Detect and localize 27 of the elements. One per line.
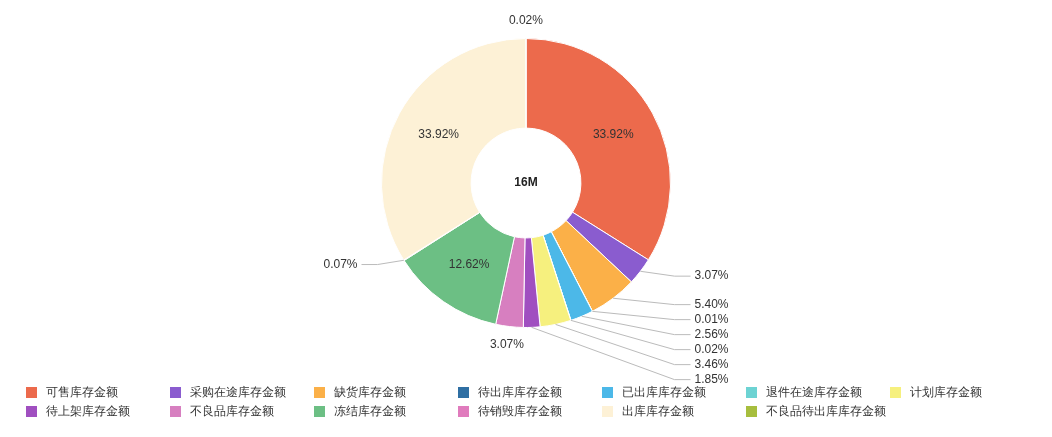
text: 16M bbox=[514, 175, 538, 190]
data-label: 2.56% bbox=[694, 326, 729, 341]
legend-label: 可售库存金额 bbox=[46, 385, 118, 399]
legend-label: 缺货库存金额 bbox=[334, 385, 406, 399]
legend-label: 冻结库存金额 bbox=[334, 404, 406, 418]
data-label: 33.92% bbox=[592, 127, 634, 142]
data-label: 3.07% bbox=[489, 336, 525, 351]
data-label: 12.62% bbox=[448, 257, 490, 272]
data-label: 0.02% bbox=[694, 341, 729, 356]
legend-label: 计划库存金额 bbox=[910, 385, 982, 399]
legend-label: 不良品待出库库存金额 bbox=[766, 404, 886, 418]
data-label: 0.01% bbox=[694, 311, 729, 326]
legend-label: 采购在途库存金额 bbox=[190, 385, 286, 399]
data-label: 3.07% bbox=[694, 268, 729, 283]
legend-label: 待出库库存金额 bbox=[478, 385, 562, 399]
data-label: 5.40% bbox=[694, 296, 729, 311]
legend-label: 已出库库存金额 bbox=[622, 385, 706, 399]
data-label: 1.85% bbox=[694, 371, 729, 386]
data-label: 3.46% bbox=[694, 356, 729, 371]
data-label: 0.07% bbox=[323, 256, 358, 271]
legend-label: 待上架库存金额 bbox=[46, 404, 130, 418]
legend-label: 不良品库存金额 bbox=[190, 404, 274, 418]
legend-label: 退件在途库存金额 bbox=[766, 385, 862, 399]
legend-label: 待销毁库存金额 bbox=[478, 404, 562, 418]
data-label: 33.92% bbox=[418, 127, 460, 142]
legend-label: 出库库存金额 bbox=[622, 404, 694, 418]
data-label: 0.02% bbox=[508, 12, 544, 27]
